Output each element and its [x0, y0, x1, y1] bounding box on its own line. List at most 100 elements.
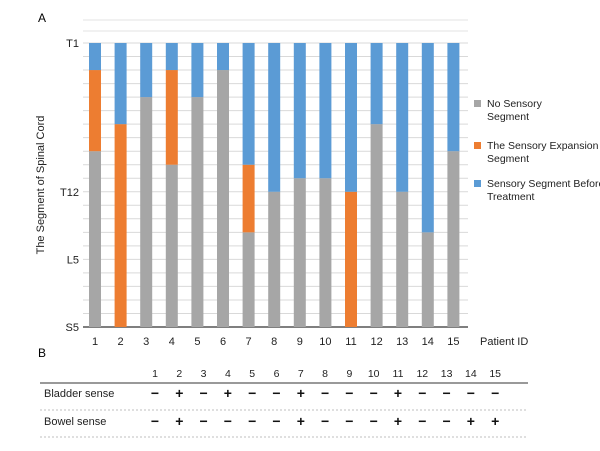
x-tick-7: 7 [246, 336, 252, 348]
table-col-13: 13 [441, 368, 453, 380]
bar-patient-11-series-2 [345, 191, 357, 327]
table-col-1: 1 [152, 368, 158, 380]
table-cell-r2-c13: − [443, 413, 451, 429]
table-row-label-2: Bowel sense [44, 416, 106, 428]
table-cell-r2-c14: + [467, 413, 475, 429]
bar-patient-8-series-3 [268, 43, 281, 192]
y-tick-L5: L5 [67, 254, 79, 266]
table-cell-r1-c5: − [248, 385, 256, 401]
x-tick-11: 11 [345, 336, 356, 348]
y-tick-S5: S5 [66, 322, 79, 334]
table-col-10: 10 [368, 368, 380, 380]
bar-patient-3-series-3 [140, 43, 153, 98]
table-cell-r1-c14: − [467, 385, 475, 401]
bar-patient-12-series-1 [370, 124, 383, 328]
table-col-12: 12 [416, 368, 428, 380]
bar-patient-6-series-3 [217, 43, 229, 71]
bar-patient-14-series-1 [421, 232, 434, 327]
bar-patient-13-series-3 [396, 43, 409, 192]
table-cell-r2-c6: − [272, 413, 280, 429]
table-cell-r1-c4: + [224, 385, 232, 401]
y-axis-label: The Segment of Spinal Cord [35, 116, 47, 255]
table-cell-r2-c3: − [200, 413, 208, 429]
legend-label-1: No Sensory Segment [487, 98, 543, 123]
y-tick-T1: T1 [66, 38, 79, 50]
x-tick-9: 9 [297, 336, 303, 348]
bar-patient-5-series-3 [191, 43, 204, 98]
table-cell-r1-c13: − [443, 385, 451, 401]
bar-patient-15-series-3 [447, 43, 460, 152]
table-col-14: 14 [465, 368, 477, 380]
x-tick-15: 15 [447, 336, 459, 348]
table-col-6: 6 [274, 368, 280, 380]
table-col-3: 3 [201, 368, 207, 380]
bar-patient-14-series-3 [421, 43, 434, 233]
x-tick-12: 12 [370, 336, 382, 348]
table-col-15: 15 [489, 368, 501, 380]
bar-patient-2-series-2 [114, 124, 127, 328]
table-cell-r2-c5: − [248, 413, 256, 429]
table-cell-r1-c1: − [151, 385, 159, 401]
panel-b-label: B [38, 346, 46, 360]
bar-patient-10-series-1 [319, 178, 332, 327]
bar-patient-1-series-1 [89, 151, 101, 327]
table-cell-r2-c15: + [491, 413, 499, 429]
table-cell-r2-c4: − [224, 413, 232, 429]
table-cell-r2-c9: − [345, 413, 353, 429]
table-cell-r2-c2: + [175, 413, 183, 429]
x-tick-5: 5 [194, 336, 200, 348]
bar-patient-7-series-1 [242, 232, 255, 327]
legend-swatch-2 [474, 142, 481, 149]
bar-patient-1-series-3 [89, 43, 101, 71]
x-tick-1: 1 [92, 336, 98, 348]
bar-patient-2-series-3 [114, 43, 127, 125]
table-cell-r1-c11: + [394, 385, 402, 401]
legend-swatch-3 [474, 180, 481, 187]
legend-label-2: The Sensory Expansion Segment [487, 140, 599, 165]
table-col-9: 9 [346, 368, 352, 380]
x-tick-3: 3 [143, 336, 149, 348]
table-row-label-1: Bladder sense [44, 388, 114, 400]
table-cell-r2-c10: − [370, 413, 378, 429]
table-col-11: 11 [393, 368, 404, 380]
bar-patient-7-series-3 [242, 43, 255, 165]
bar-patient-13-series-1 [396, 191, 409, 327]
legend-swatch-1 [474, 100, 481, 107]
table-col-7: 7 [298, 368, 304, 380]
table-col-5: 5 [249, 368, 255, 380]
table-cell-r2-c12: − [418, 413, 426, 429]
table-cell-r2-c11: + [394, 413, 402, 429]
x-tick-4: 4 [169, 336, 175, 348]
table-cell-r2-c8: − [321, 413, 329, 429]
table-cell-r2-c7: + [297, 413, 305, 429]
bar-patient-4-series-3 [165, 43, 178, 71]
bar-patient-3-series-1 [140, 97, 153, 327]
table-cell-r1-c15: − [491, 385, 499, 401]
x-axis-label: Patient ID [480, 336, 528, 348]
panel-a-label: A [38, 11, 46, 25]
table-cell-r1-c10: − [370, 385, 378, 401]
bar-patient-4-series-2 [165, 70, 178, 165]
x-tick-8: 8 [271, 336, 277, 348]
bar-patient-6-series-1 [217, 70, 229, 328]
bar-patient-8-series-1 [268, 191, 281, 327]
table-cell-r1-c12: − [418, 385, 426, 401]
table-cell-r1-c6: − [272, 385, 280, 401]
table-cell-r1-c9: − [345, 385, 353, 401]
x-tick-10: 10 [319, 336, 331, 348]
bar-patient-4-series-1 [165, 164, 178, 327]
bar-patient-11-series-3 [345, 43, 357, 192]
x-tick-2: 2 [118, 336, 124, 348]
table-col-2: 2 [176, 368, 182, 380]
bar-patient-12-series-3 [370, 43, 383, 125]
table-cell-r2-c1: − [151, 413, 159, 429]
bar-patient-15-series-1 [447, 151, 460, 327]
x-tick-13: 13 [396, 336, 408, 348]
table-cell-r1-c2: + [175, 385, 183, 401]
bar-patient-9-series-3 [293, 43, 306, 179]
table-cell-r1-c7: + [297, 385, 305, 401]
legend-label-3: Sensory Segment Before Treatment [487, 178, 600, 203]
